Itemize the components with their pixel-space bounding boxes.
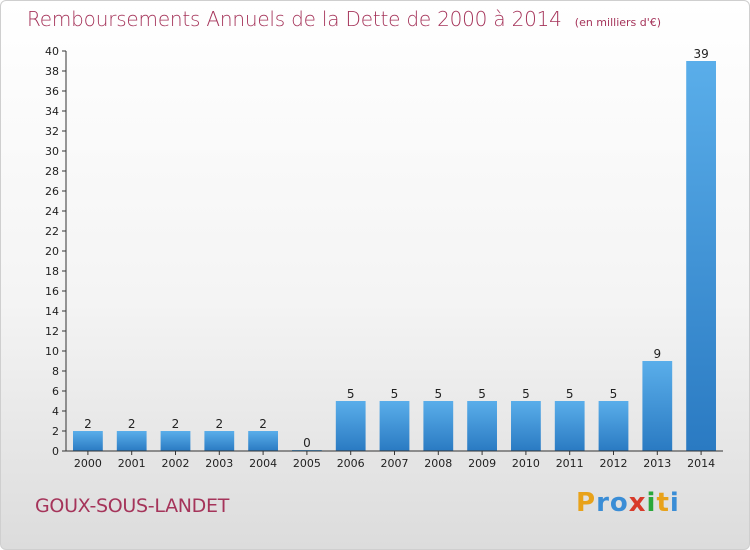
y-tick-label: 18 [45,265,59,278]
y-tick-label: 20 [45,245,59,258]
commune-name: GOUX-SOUS-LANDET [35,495,230,517]
proxiti-logo[interactable]: Proxiti [576,488,680,518]
x-tick-label: 2013 [643,457,671,470]
bar-2011 [554,401,585,451]
x-tick-label: 2010 [512,457,540,470]
logo-letter: x [628,488,647,518]
x-tick-label: 2005 [293,457,321,470]
x-tick-label: 2000 [74,457,102,470]
x-tick-label: 2006 [337,457,365,470]
logo-letter: r [596,488,610,518]
x-tick-label: 2009 [468,457,496,470]
x-tick-label: 2012 [600,457,628,470]
bar-value-label: 5 [434,387,442,401]
bars-layer [73,61,716,451]
logo-letter: o [609,488,629,518]
y-tick-label: 6 [52,385,59,398]
y-tick-label: 12 [45,325,59,338]
y-tick-label: 2 [52,425,59,438]
bar-2009 [467,401,497,451]
y-tick-label: 4 [52,405,59,418]
chart-title: Remboursements Annuels de la Dette de 20… [27,7,562,31]
bar-value-label: 0 [303,436,311,450]
bar-value-label: 5 [610,387,618,401]
logo-letter: P [576,488,597,518]
y-tick-label: 38 [45,65,59,78]
y-tick-label: 22 [45,225,59,238]
bar-value-label: 2 [215,417,223,431]
bar-2006 [335,401,366,451]
bar-2002 [160,431,191,451]
bar-2014 [686,61,716,451]
bar-value-label: 2 [128,417,136,431]
y-tick-label: 32 [45,125,59,138]
bar-2008 [423,401,454,451]
bar-2012 [598,401,629,451]
y-tick-label: 0 [52,445,59,458]
y-tick-label: 26 [45,185,59,198]
x-tick-label: 2002 [162,457,190,470]
bar-2010 [511,401,541,451]
x-tick-label: 2014 [687,457,715,470]
bar-value-label: 39 [693,47,708,61]
title-row: Remboursements Annuels de la Dette de 20… [27,7,661,31]
bar-2004 [248,431,278,451]
bar-value-label: 5 [347,387,355,401]
bar-2013 [642,361,673,451]
bar-value-label: 2 [84,417,92,431]
logo-letter: t [656,488,670,518]
y-tick-label: 8 [52,365,59,378]
y-tick-label: 16 [45,285,59,298]
bar-2007 [379,401,410,451]
labels-layer: 0246810121416182022242628303234363840200… [45,45,715,470]
bar-2000 [73,431,103,451]
y-tick-label: 14 [45,305,59,318]
logo-letter: i [669,488,680,518]
x-tick-label: 2004 [249,457,277,470]
x-tick-label: 2003 [205,457,233,470]
bar-value-label: 5 [478,387,486,401]
chart-subtitle: (en milliers d'€) [574,16,662,29]
y-tick-label: 10 [45,345,59,358]
bar-value-label: 5 [566,387,574,401]
bar-value-label: 5 [391,387,399,401]
x-tick-label: 2011 [556,457,584,470]
bar-value-label: 2 [172,417,180,431]
x-tick-label: 2007 [381,457,409,470]
bar-value-label: 9 [653,347,661,361]
y-tick-label: 36 [45,85,59,98]
logo-letter: i [646,488,657,518]
y-tick-label: 24 [45,205,59,218]
bar-2001 [116,431,147,451]
x-tick-label: 2001 [118,457,146,470]
y-tick-label: 34 [45,105,59,118]
bar-value-label: 2 [259,417,267,431]
axis-layer [62,50,723,455]
bar-2003 [204,431,235,451]
y-tick-label: 30 [45,145,59,158]
y-tick-label: 28 [45,165,59,178]
bar-value-label: 5 [522,387,530,401]
y-tick-label: 40 [45,45,59,58]
x-tick-label: 2008 [424,457,452,470]
